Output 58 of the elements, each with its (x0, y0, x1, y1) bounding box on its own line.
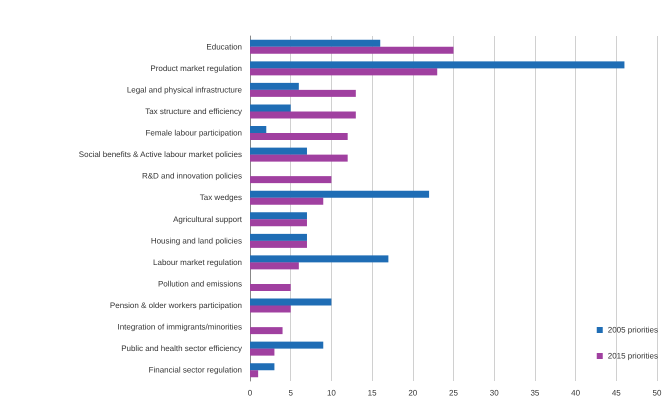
x-tick-label: 30 (490, 388, 500, 398)
bar (250, 198, 324, 205)
y-tick-label: Integration of immigrants/minorities (118, 322, 242, 332)
bar (250, 262, 299, 270)
y-tick-label: Tax wedges (200, 193, 242, 202)
y-tick-label: Housing and land policies (150, 236, 242, 246)
y-tick-label: Legal and physical infrastructure (126, 85, 243, 94)
bar (250, 90, 356, 97)
x-tick-label: 15 (368, 388, 378, 398)
x-tick-label: 0 (248, 388, 253, 398)
bar (250, 133, 348, 140)
bar (250, 284, 291, 291)
bar (250, 190, 430, 198)
bar (250, 176, 332, 184)
bar (250, 148, 307, 155)
y-tick-label: Tax structure and efficiency (145, 106, 242, 116)
bar (250, 342, 324, 349)
x-tick-label: 20 (408, 388, 418, 398)
x-tick-label: 10 (326, 388, 336, 398)
y-tick-label: Financial sector regulation (148, 366, 242, 375)
bar (250, 219, 307, 226)
bar (250, 46, 454, 54)
bar (250, 68, 438, 76)
bar (250, 82, 299, 90)
legend-label: 2005 priorities (608, 326, 658, 334)
bar (250, 40, 380, 47)
x-tick-label: 50 (652, 388, 662, 398)
y-tick-label: Pollution and emissions (158, 279, 242, 288)
bar (250, 348, 274, 356)
bar (250, 327, 283, 334)
y-tick-label: Public and health sector efficiency (121, 344, 242, 354)
x-tick-label: 40 (571, 388, 581, 398)
x-tick-label: 25 (449, 388, 458, 398)
x-tick-label: 45 (612, 388, 622, 398)
bar (250, 212, 307, 220)
x-tick-label: 5 (288, 388, 294, 398)
y-tick-label: Labour market regulation (153, 258, 242, 267)
y-tick-label: Agricultural support (173, 214, 243, 224)
bar (250, 61, 624, 68)
bar (250, 240, 307, 248)
y-tick-label: Product market regulation (150, 64, 242, 73)
y-tick-label: Education (206, 42, 242, 52)
bar (250, 126, 266, 134)
bar (250, 154, 348, 162)
bar (250, 234, 307, 241)
bar (250, 306, 291, 313)
y-tick-label: R&D and innovation policies (142, 172, 242, 181)
bar (250, 104, 291, 112)
bar (250, 298, 332, 306)
bar (250, 363, 274, 370)
y-tick-label: Pension & older workers participation (110, 301, 242, 310)
bar (250, 255, 388, 262)
y-tick-label: Female labour participation (146, 128, 242, 138)
x-tick-label: 35 (530, 388, 540, 398)
bar (250, 370, 258, 378)
bar (250, 111, 356, 118)
legend-label: 2015 priorities (608, 352, 658, 360)
y-tick-label: Social benefits & Active labour market policies (78, 150, 242, 160)
